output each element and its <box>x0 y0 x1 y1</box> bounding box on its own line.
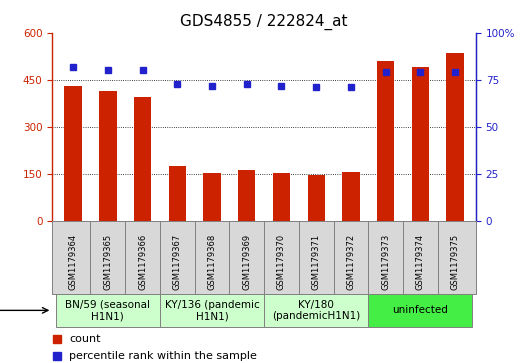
Bar <box>447 53 464 221</box>
Bar <box>273 173 290 221</box>
Text: KY/136 (pandemic
H1N1): KY/136 (pandemic H1N1) <box>165 299 259 321</box>
Bar <box>168 166 186 221</box>
Bar <box>134 97 151 221</box>
Text: uninfected: uninfected <box>392 305 448 315</box>
Text: GSM1179373: GSM1179373 <box>381 234 390 290</box>
Text: GSM1179369: GSM1179369 <box>242 234 251 290</box>
Text: BN/59 (seasonal
H1N1): BN/59 (seasonal H1N1) <box>65 299 150 321</box>
Bar <box>160 294 264 327</box>
Bar <box>64 86 82 221</box>
Bar <box>99 91 117 221</box>
Bar <box>56 294 160 327</box>
Bar <box>308 175 325 221</box>
Text: percentile rank within the sample: percentile rank within the sample <box>69 351 257 361</box>
Text: GSM1179368: GSM1179368 <box>208 234 217 290</box>
Title: GDS4855 / 222824_at: GDS4855 / 222824_at <box>180 14 348 30</box>
Text: count: count <box>69 334 101 344</box>
Bar <box>342 172 360 221</box>
Text: GSM1179364: GSM1179364 <box>69 234 77 290</box>
Text: KY/180
(pandemicH1N1): KY/180 (pandemicH1N1) <box>272 299 360 321</box>
Bar <box>238 170 255 221</box>
Bar <box>368 294 472 327</box>
Bar <box>203 173 221 221</box>
Text: GSM1179367: GSM1179367 <box>173 234 182 290</box>
Text: GSM1179365: GSM1179365 <box>104 234 112 290</box>
Bar <box>377 61 394 221</box>
Text: GSM1179372: GSM1179372 <box>346 234 356 290</box>
Text: GSM1179371: GSM1179371 <box>312 234 321 290</box>
Bar <box>412 67 429 221</box>
Text: GSM1179370: GSM1179370 <box>277 234 286 290</box>
Text: GSM1179374: GSM1179374 <box>416 234 425 290</box>
Text: GSM1179366: GSM1179366 <box>138 234 147 290</box>
Bar <box>264 294 368 327</box>
Text: GSM1179375: GSM1179375 <box>451 234 460 290</box>
